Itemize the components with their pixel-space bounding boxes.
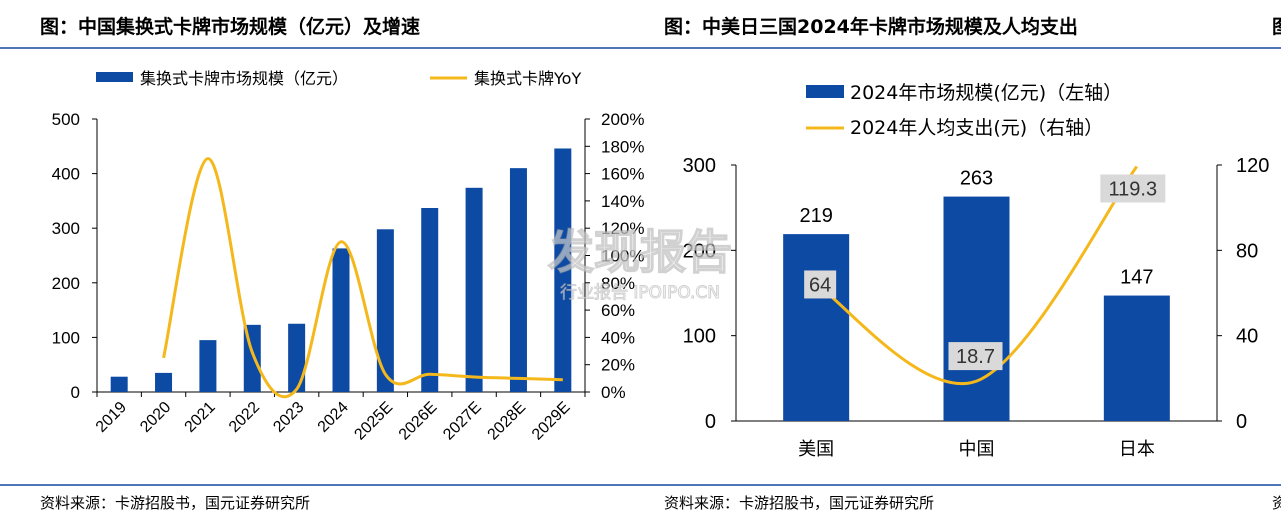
- right-chart-right-tick-label: 120: [1236, 155, 1269, 177]
- left-chart-left-tick-label: 400: [52, 165, 80, 184]
- right-chart-left-tick-label: 200: [683, 240, 716, 262]
- right-chart-left-tick-label: 300: [683, 155, 716, 177]
- left-chart-bar: [465, 187, 483, 392]
- bottom-rule: [0, 484, 1281, 486]
- right-chart-legend-bar-label: 2024年市场规模(亿元)（左轴）: [850, 82, 1122, 104]
- right-chart-x-tick-label: 中国: [959, 439, 995, 460]
- left-chart-x-tick-label: 2023: [270, 399, 307, 436]
- left-chart-right-tick-label: 180%: [601, 137, 644, 156]
- watermark-main-text: 发现报告: [548, 225, 732, 279]
- left-chart-x-tick-label: 2021: [182, 399, 219, 436]
- left-chart-x-tick-label: 2019: [93, 399, 130, 436]
- right-chart-right-tick-label: 80: [1236, 240, 1258, 262]
- left-chart-legend-bar-swatch: [96, 72, 133, 82]
- right-chart-right-tick-label: 40: [1236, 326, 1258, 348]
- right-chart-legend-bar-swatch: [806, 85, 844, 98]
- right-chart-legend-line-label: 2024年人均支出(元)（右轴）: [850, 117, 1103, 139]
- right-chart-spend-line: [815, 165, 1139, 386]
- right-chart-bar-value-label: 219: [799, 205, 832, 227]
- left-chart-left-tick-label: 500: [52, 110, 80, 129]
- left-chart-right-tick-label: 120%: [601, 219, 644, 238]
- left-chart-x-tick-label: 2027E: [440, 399, 485, 444]
- left-chart-right-tick-label: 140%: [601, 192, 644, 211]
- right-chart-bar-value-label: 147: [1120, 267, 1153, 289]
- left-chart-x-tick-label: 2029E: [529, 399, 574, 444]
- cut-off-title-glyph: 图: [1272, 12, 1281, 39]
- left-chart-x-tick-label: 2026E: [396, 399, 441, 444]
- right-chart-line-value-label: 119.3: [1109, 178, 1158, 200]
- left-chart-right-tick-label: 80%: [601, 274, 635, 293]
- left-chart-bar: [199, 340, 217, 392]
- left-chart-legend-bar-label: 集换式卡牌市场规模（亿元）: [140, 69, 348, 88]
- left-chart-right-tick-label: 20%: [601, 356, 635, 375]
- left-chart-right-tick-label: 200%: [601, 110, 644, 129]
- left-chart-yoy-line: [162, 157, 563, 399]
- left-chart-bar: [288, 323, 306, 392]
- left-chart-right-tick-label: 100%: [601, 247, 644, 266]
- left-source-note: 资料来源：卡游招股书，国元证券研究所: [40, 494, 311, 512]
- left-chart-left-tick-label: 100: [52, 328, 80, 347]
- right-chart-bar-value-label: 263: [960, 168, 993, 190]
- left-chart-right-tick-label: 160%: [601, 165, 644, 184]
- right-chart-bar: [943, 196, 1010, 421]
- left-chart-x-tick-label: 2028E: [485, 399, 530, 444]
- right-chart-line-value-label: 64: [809, 274, 831, 296]
- right-chart-title: 图：中美日三国2024年卡牌市场规模及人均支出: [664, 16, 1078, 38]
- right-source-note: 资料来源：卡游招股书，国元证券研究所: [664, 494, 935, 512]
- left-chart-right-tick-label: 0%: [601, 383, 626, 402]
- left-chart-legend-line-label: 集换式卡牌YoY: [474, 69, 581, 88]
- left-chart-x-tick-label: 2025E: [351, 399, 396, 444]
- right-chart-left-tick-label: 0: [705, 411, 716, 433]
- watermark-sub-text: 行业报告 IPOIPO.CN: [560, 283, 720, 303]
- right-chart-left-tick-label: 100: [683, 326, 716, 348]
- left-chart-left-tick-label: 0: [71, 383, 80, 402]
- right-chart-bar: [1103, 295, 1170, 421]
- left-chart-right-tick-label: 60%: [601, 301, 635, 320]
- left-chart-bar: [554, 148, 572, 392]
- right-chart-right-tick-label: 0: [1236, 411, 1247, 433]
- right-chart-line-value-label: 18.7: [956, 346, 995, 368]
- right-chart-x-tick-label: 日本: [1119, 439, 1155, 460]
- left-chart-bar: [155, 372, 173, 392]
- right-chart-x-tick-label: 美国: [798, 439, 834, 460]
- left-chart-title: 图：中国集换式卡牌市场规模（亿元）及增速: [40, 16, 421, 38]
- left-chart-right-tick-label: 40%: [601, 328, 635, 347]
- left-chart-x-tick-label: 2024: [315, 399, 352, 436]
- left-chart-bar: [332, 248, 350, 392]
- right-chart-line-label-bg: [948, 342, 1003, 371]
- right-chart-line-label-bg: [804, 270, 837, 299]
- left-chart-bar: [421, 207, 439, 392]
- right-chart-bar: [783, 234, 850, 421]
- left-chart-left-tick-label: 300: [52, 219, 80, 238]
- left-chart-bar: [376, 229, 394, 392]
- left-chart-left-tick-label: 200: [52, 274, 80, 293]
- cut-off-source-glyph: 资: [1272, 494, 1281, 512]
- top-rule: [0, 47, 1281, 49]
- left-chart-bar: [509, 168, 527, 392]
- left-chart-x-tick-label: 2020: [137, 399, 174, 436]
- left-chart-bar: [110, 376, 128, 392]
- left-chart-x-tick-label: 2022: [226, 399, 263, 436]
- right-chart-line-label-bg: [1100, 174, 1166, 203]
